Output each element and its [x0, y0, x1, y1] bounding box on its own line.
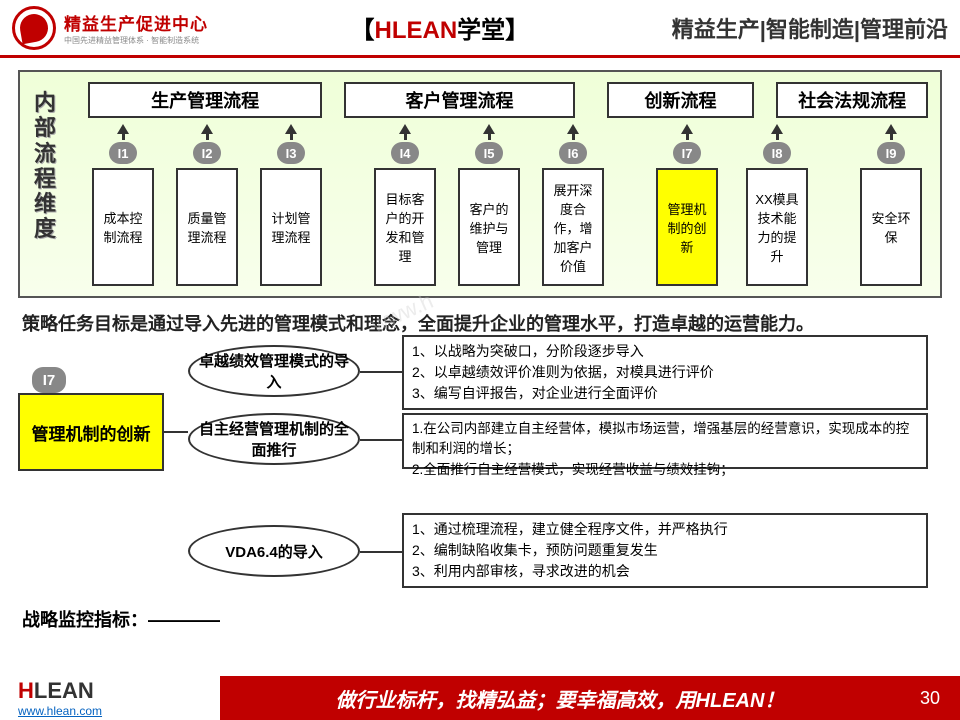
connector-line: [360, 439, 402, 441]
item-badge: I1: [109, 142, 137, 164]
connector-line: [360, 551, 402, 553]
item-box: 计划管理流程: [260, 168, 322, 286]
logo-subtitle: 中国先进精益管理体系 · 智能制造系统: [64, 35, 208, 46]
header-social: 社会法规流程: [776, 82, 928, 118]
header-innovation: 创新流程: [607, 82, 755, 118]
dimension-label: 内部流程维度: [32, 90, 58, 242]
logo-area: 精益生产促进中心 中国先进精益管理体系 · 智能制造系统: [12, 6, 208, 50]
detail-box-1: 1、以战略为突破口，分阶段逐步导入2、以卓越绩效评价准则为依据，对模具进行评价3…: [402, 335, 928, 410]
logo-icon: [12, 6, 56, 50]
strategy-statement: 策略任务目标是通过导入先进的管理模式和理念，全面提升企业的管理水平，打造卓越的运…: [22, 312, 938, 337]
process-item: I4 目标客户的开发和管理: [370, 124, 440, 286]
oval-autonomy: 自主经营管理机制的全面推行: [188, 413, 360, 465]
footer-logo-area: HLEAN www.hlean.com: [0, 676, 220, 720]
connector-line: [360, 371, 402, 373]
item-box: 目标客户的开发和管理: [374, 168, 436, 286]
item-box: 管理机制的创新: [656, 168, 718, 286]
arrow-up-icon: [681, 124, 693, 134]
header-right: 精益生产|智能制造|管理前沿: [672, 12, 948, 44]
process-headers: 生产管理流程 客户管理流程 创新流程 社会法规流程: [88, 82, 928, 118]
detail-box-3: 1、通过梳理流程，建立健全程序文件，并严格执行2、编制缺陷收集卡，预防问题重复发…: [402, 513, 928, 588]
item-box: 安全环保: [860, 168, 922, 286]
arrow-up-icon: [285, 124, 297, 134]
arrow-up-icon: [117, 124, 129, 134]
footer-url: www.hlean.com: [18, 704, 220, 718]
header-center: 【HLEAN学堂】: [208, 10, 672, 45]
detail-section: I7 管理机制的创新 卓越绩效管理模式的导入 自主经营管理机制的全面推行 VDA…: [18, 345, 942, 600]
header-production: 生产管理流程: [88, 82, 322, 118]
item-box: 客户的维护与管理: [458, 168, 520, 286]
item-box: 成本控制流程: [92, 168, 154, 286]
arrow-up-icon: [399, 124, 411, 134]
footer-slogan: 做行业标杆，找精弘益；要幸福高效，用HLEAN！: [220, 676, 900, 720]
arrow-up-icon: [771, 124, 783, 134]
oval-vda: VDA6.4的导入: [188, 525, 360, 577]
process-item: I7 管理机制的创新: [652, 124, 722, 286]
process-diagram: 内部流程维度 生产管理流程 客户管理流程 创新流程 社会法规流程 I1 成本控制流…: [18, 70, 942, 298]
item-box: 展开深度合作，增加客户价值: [542, 168, 604, 286]
arrow-up-icon: [483, 124, 495, 134]
item-badge: I2: [193, 142, 221, 164]
process-item: I3 计划管理流程: [256, 124, 326, 286]
process-items-row: I1 成本控制流程 I2 质量管理流程 I3 计划管理流程 I4 目标客户的开发和管理 I5 客户…: [88, 124, 928, 286]
item-badge: I8: [763, 142, 791, 164]
footer-logo: HLEAN: [18, 678, 220, 704]
logo-text: 精益生产促进中心 中国先进精益管理体系 · 智能制造系统: [64, 10, 208, 46]
process-item: I6 展开深度合作，增加客户价值: [538, 124, 608, 286]
item-badge: I4: [391, 142, 419, 164]
item-box: XX模具技术能力的提升: [746, 168, 808, 286]
header-customer: 客户管理流程: [344, 82, 574, 118]
item-badge: I5: [475, 142, 503, 164]
detail-main-box: 管理机制的创新: [18, 393, 164, 471]
item-badge: I9: [877, 142, 905, 164]
process-item: I8 XX模具技术能力的提升: [742, 124, 812, 286]
arrow-up-icon: [885, 124, 897, 134]
detail-box-2: 1.在公司内部建立自主经营体，模拟市场运营，增强基层的经营意识，实现成本的控制和…: [402, 413, 928, 469]
process-item: I5 客户的维护与管理: [454, 124, 524, 286]
page-footer: HLEAN www.hlean.com 做行业标杆，找精弘益；要幸福高效，用HL…: [0, 676, 960, 720]
process-item: I2 质量管理流程: [172, 124, 242, 286]
logo-title: 精益生产促进中心: [64, 10, 208, 35]
item-badge: I3: [277, 142, 305, 164]
monitor-indicator: 战略监控指标：————: [22, 606, 960, 632]
arrow-up-icon: [201, 124, 213, 134]
item-box: 质量管理流程: [176, 168, 238, 286]
process-item: I1 成本控制流程: [88, 124, 158, 286]
oval-excellence: 卓越绩效管理模式的导入: [188, 345, 360, 397]
process-item: I9 安全环保: [856, 124, 926, 286]
page-header: 精益生产促进中心 中国先进精益管理体系 · 智能制造系统 【HLEAN学堂】 精…: [0, 0, 960, 58]
page-number: 30: [900, 676, 960, 720]
arrow-up-icon: [567, 124, 579, 134]
item-badge: I6: [559, 142, 587, 164]
item-badge: I7: [673, 142, 701, 164]
connector-line: [164, 431, 188, 433]
